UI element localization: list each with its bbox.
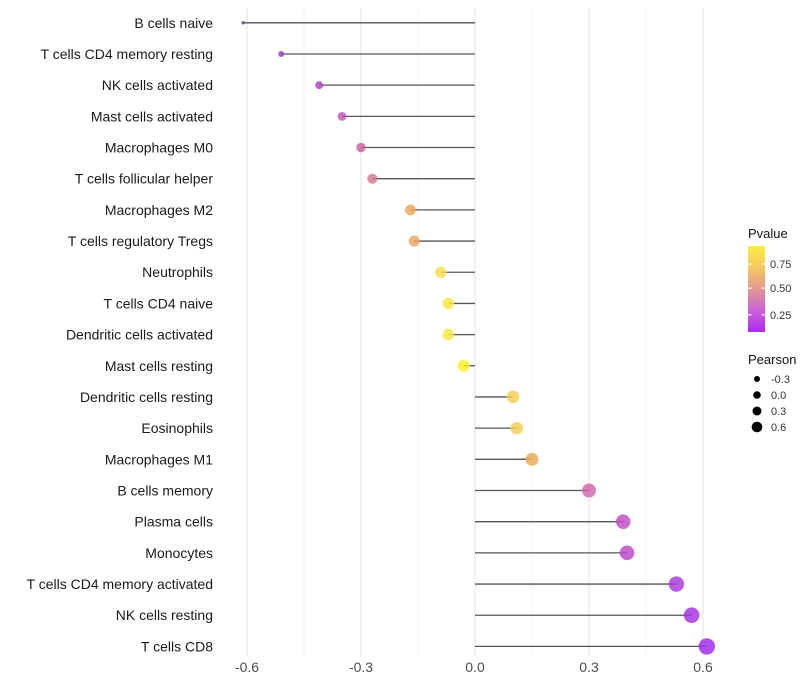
lollipop-dot: [668, 576, 685, 592]
category-label: Monocytes: [145, 545, 213, 561]
category-label: T cells CD4 memory activated: [27, 576, 213, 592]
category-label: Mast cells resting: [105, 358, 213, 374]
lollipop-dot: [435, 266, 447, 278]
lollipop-dot: [241, 21, 245, 25]
category-label: NK cells activated: [102, 77, 213, 93]
pearson-size-label: -0.3: [771, 374, 790, 386]
lollipop-dot: [408, 235, 420, 247]
lollipop-dot: [315, 81, 324, 90]
pearson-size-label: 0.0: [771, 390, 786, 402]
lollipop-dot: [457, 359, 470, 372]
x-tick-label: 0.6: [693, 659, 713, 675]
lollipop-dot: [619, 545, 635, 561]
lollipop-dot: [506, 390, 520, 404]
pearson-legend-title: Pearson: [748, 352, 796, 367]
lollipop-dot: [510, 421, 524, 435]
category-label: Macrophages M0: [105, 140, 213, 156]
category-label: Mast cells activated: [91, 108, 213, 124]
category-label: Neutrophils: [142, 264, 213, 280]
lollipop-dot: [442, 297, 455, 310]
lollipop-dot: [698, 638, 715, 655]
category-label: Dendritic cells activated: [66, 327, 213, 343]
category-label: T cells CD4 memory resting: [41, 46, 213, 62]
pvalue-tick-label: 0.75: [770, 259, 791, 271]
pearson-size-dot: [754, 376, 760, 382]
pvalue-tick-label: 0.25: [770, 310, 791, 322]
category-label: T cells CD4 naive: [104, 295, 214, 311]
category-label: B cells memory: [117, 483, 213, 499]
category-label: T cells CD8: [141, 638, 213, 654]
lollipop-dot: [405, 204, 416, 216]
category-label: T cells regulatory Tregs: [68, 233, 213, 249]
category-label: Macrophages M1: [105, 451, 213, 467]
lollipop-dot: [525, 452, 539, 466]
category-label: Plasma cells: [134, 514, 213, 530]
lollipop-dot: [582, 483, 596, 498]
category-label: B cells naive: [134, 15, 213, 31]
category-label: Eosinophils: [141, 420, 213, 436]
lollipop-dot: [356, 142, 366, 153]
x-tick-label: 0.0: [465, 659, 485, 675]
lollipop-dot: [278, 50, 285, 57]
pvalue-legend-title: Pvalue: [748, 226, 788, 241]
pearson-size-dot: [753, 391, 761, 399]
lollipop-dot: [337, 111, 347, 121]
pvalue-gradient-bar: [748, 246, 765, 332]
category-label: Macrophages M2: [105, 202, 213, 218]
lollipop-dot: [442, 328, 455, 341]
pvalue-tick-label: 0.50: [770, 283, 791, 295]
category-label: Dendritic cells resting: [80, 389, 213, 405]
pearson-size-dot: [752, 406, 762, 416]
category-label: T cells follicular helper: [75, 171, 214, 187]
x-tick-label: -0.6: [235, 659, 259, 675]
category-label: NK cells resting: [116, 607, 213, 623]
x-tick-label: 0.3: [579, 659, 599, 675]
pearson-size-label: 0.3: [771, 406, 786, 418]
x-tick-label: -0.3: [349, 659, 373, 675]
lollipop-dot: [367, 173, 378, 184]
pearson-size-dot: [751, 421, 763, 433]
lollipop-dot: [615, 514, 631, 529]
pearson-size-label: 0.6: [771, 422, 786, 434]
lollipop-dot: [683, 607, 700, 624]
